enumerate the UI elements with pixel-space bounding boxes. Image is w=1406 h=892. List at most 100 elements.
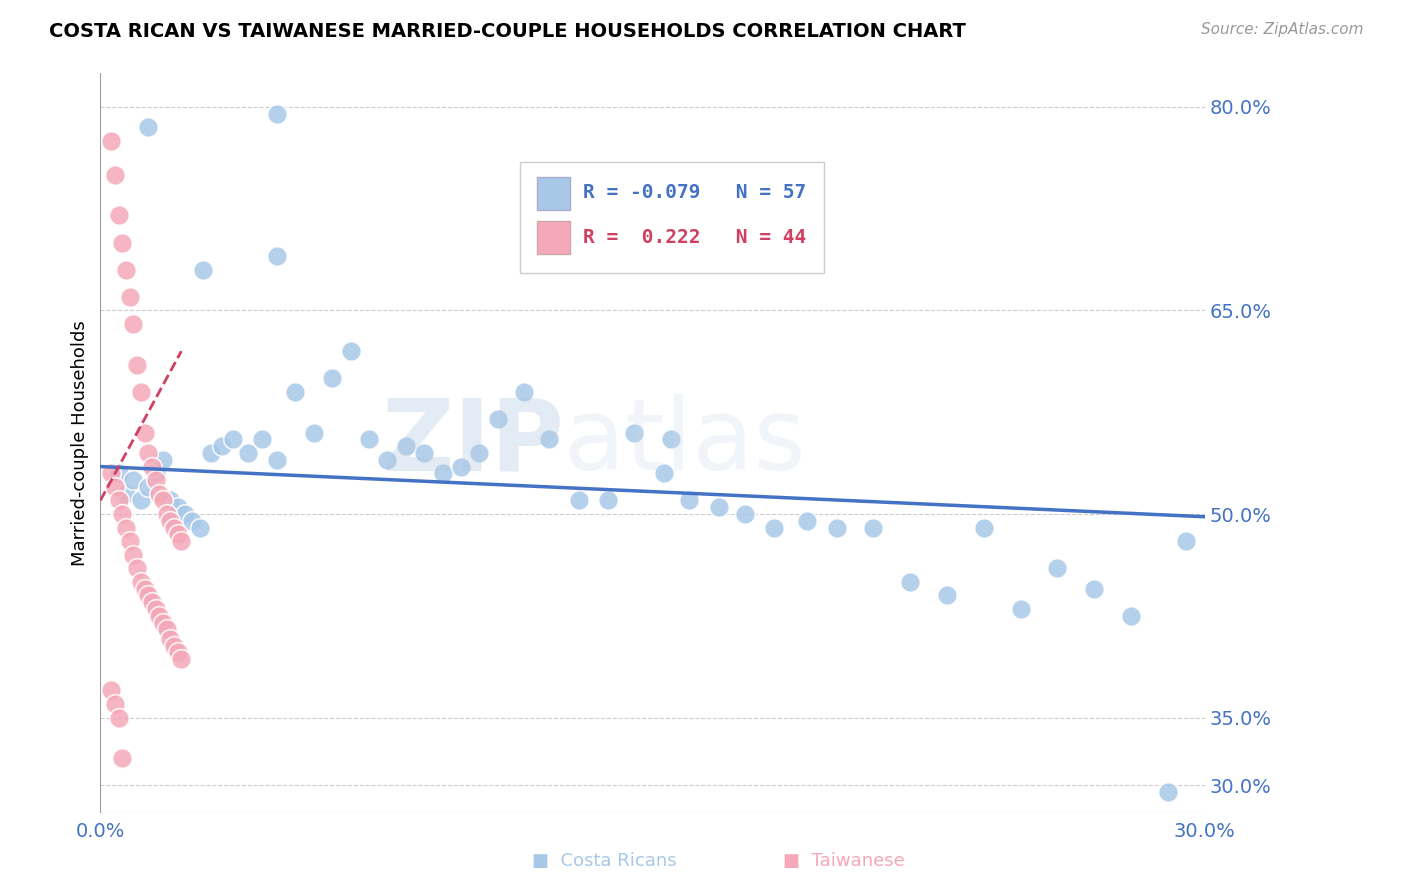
Text: COSTA RICAN VS TAIWANESE MARRIED-COUPLE HOUSEHOLDS CORRELATION CHART: COSTA RICAN VS TAIWANESE MARRIED-COUPLE … (49, 22, 966, 41)
Point (450, 459, 472, 474)
Point (148, 608, 170, 623)
Point (395, 439, 418, 453)
Point (936, 589, 959, 603)
Point (100, 467, 122, 481)
Point (252, 433, 274, 447)
Point (1083, 582, 1105, 596)
Point (1046, 561, 1069, 575)
Point (107, 493, 129, 508)
Point (111, 507, 134, 521)
Point (339, 344, 361, 359)
Point (181, 514, 204, 528)
Point (796, 514, 818, 528)
Text: ■  Taiwanese: ■ Taiwanese (783, 852, 904, 870)
Point (134, 425, 156, 440)
Point (163, 639, 186, 653)
Point (678, 493, 700, 508)
Point (236, 446, 259, 460)
Point (155, 623, 177, 637)
Point (568, 493, 591, 508)
Point (973, 520, 995, 534)
Point (762, 520, 785, 534)
Point (104, 697, 127, 711)
Point (707, 500, 730, 515)
Point (115, 520, 138, 534)
Text: R = -0.079   N = 57: R = -0.079 N = 57 (583, 183, 806, 202)
Point (129, 574, 152, 589)
Point (1010, 602, 1032, 616)
Point (652, 467, 675, 481)
Text: ZIP: ZIP (381, 394, 564, 491)
Point (104, 480, 127, 494)
Point (166, 645, 188, 659)
Point (107, 467, 129, 481)
Point (1157, 785, 1180, 799)
Point (170, 652, 193, 666)
Point (129, 493, 152, 508)
Point (659, 433, 682, 447)
Point (468, 446, 491, 460)
Point (127, 561, 149, 575)
Point (122, 317, 145, 331)
FancyBboxPatch shape (537, 221, 569, 254)
Point (170, 534, 193, 549)
Point (266, 106, 288, 120)
FancyBboxPatch shape (520, 161, 824, 273)
Point (266, 452, 288, 467)
Point (159, 514, 181, 528)
Text: ■  Costa Ricans: ■ Costa Ricans (533, 852, 676, 870)
Point (321, 371, 343, 385)
Point (166, 500, 188, 515)
Point (104, 168, 127, 182)
Point (898, 574, 921, 589)
Y-axis label: Married-couple Households: Married-couple Households (72, 320, 89, 566)
Point (129, 384, 152, 399)
Point (200, 446, 222, 460)
Point (166, 527, 188, 541)
Point (141, 595, 163, 609)
Point (145, 467, 167, 481)
Point (118, 534, 141, 549)
Point (598, 493, 620, 508)
Point (115, 486, 138, 500)
Text: R =  0.222   N = 44: R = 0.222 N = 44 (583, 227, 806, 247)
Point (302, 425, 325, 440)
Point (862, 520, 884, 534)
Point (623, 425, 645, 440)
Point (100, 683, 122, 698)
Point (266, 249, 288, 263)
Point (115, 262, 138, 277)
Point (136, 589, 159, 603)
Point (122, 548, 145, 562)
Point (145, 602, 167, 616)
Point (134, 582, 156, 596)
Point (825, 520, 848, 534)
Point (127, 358, 149, 372)
Point (1119, 608, 1142, 623)
Point (152, 615, 174, 630)
Point (357, 433, 380, 447)
Point (432, 467, 454, 481)
FancyBboxPatch shape (537, 177, 569, 210)
Point (159, 493, 181, 508)
Point (377, 452, 399, 467)
Point (152, 452, 174, 467)
Point (159, 632, 181, 646)
Point (155, 507, 177, 521)
Point (163, 520, 186, 534)
Point (122, 473, 145, 487)
Point (107, 209, 129, 223)
Point (136, 480, 159, 494)
Point (141, 459, 163, 474)
Point (222, 433, 245, 447)
Point (174, 507, 197, 521)
Point (118, 290, 141, 304)
Point (538, 433, 561, 447)
Point (284, 384, 307, 399)
Point (193, 262, 215, 277)
Point (1175, 534, 1198, 549)
Point (188, 520, 211, 534)
Text: Source: ZipAtlas.com: Source: ZipAtlas.com (1201, 22, 1364, 37)
Point (136, 120, 159, 135)
Point (111, 235, 134, 250)
